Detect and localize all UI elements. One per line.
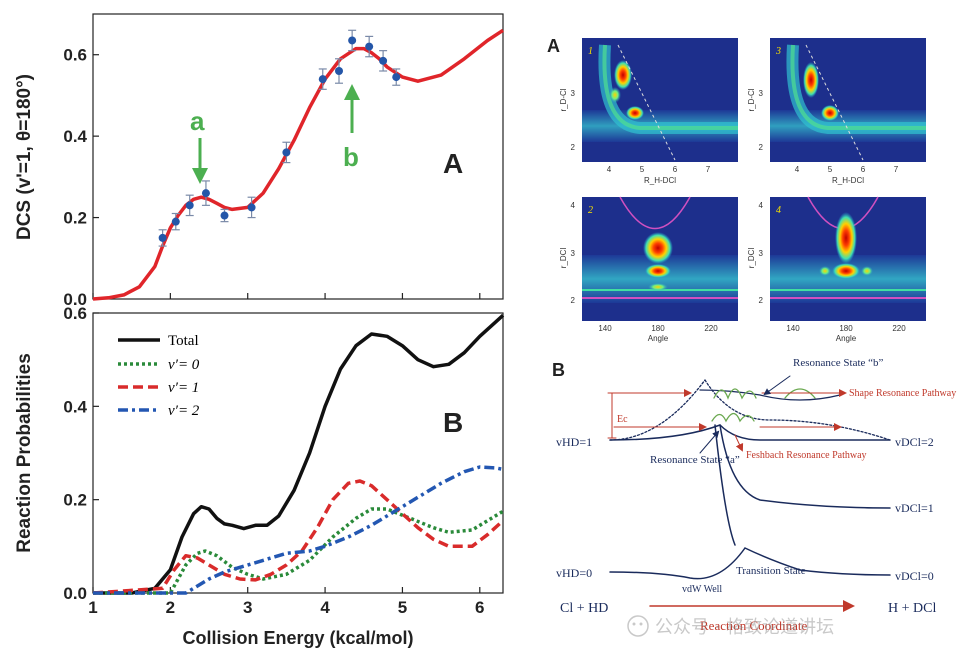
svg-text:r_D-Cl: r_D-Cl xyxy=(559,88,568,111)
panel-b-legend: Total v′= 0 v′= 1 v′= 2 xyxy=(118,333,200,419)
x-tick-label: 6 xyxy=(475,598,484,617)
reactants-label: Cl + HD xyxy=(560,601,608,616)
vhd1-label: vHD=1 xyxy=(556,435,592,449)
arrow-b: b xyxy=(343,84,360,172)
panel-b-letter: B xyxy=(443,407,463,438)
svg-text:140: 140 xyxy=(786,324,800,333)
svg-text:r_D-Cl: r_D-Cl xyxy=(747,88,756,111)
legend-label-v1: v′= 1 xyxy=(168,380,199,396)
heatmap-3-label: 3 xyxy=(775,46,781,57)
svg-text:4: 4 xyxy=(795,165,800,174)
heatmap-1-label: 1 xyxy=(588,46,593,57)
vdw-label: vdW Well xyxy=(682,584,722,595)
panel-a-letter: A xyxy=(443,148,463,179)
svg-text:2: 2 xyxy=(571,143,576,152)
svg-text:3: 3 xyxy=(759,249,764,258)
left-figure: 0.0 0.2 0.4 0.6 0.0 0.2 0.4 0.6 1 2 3 4 5 6 DCS (v'=… xyxy=(14,14,503,648)
legend-label-total: Total xyxy=(168,333,199,349)
svg-text:R_H-DCl: R_H-DCl xyxy=(644,176,676,185)
products-label: H + DCl xyxy=(888,601,936,616)
svg-text:3: 3 xyxy=(571,249,576,258)
vdcl1-label: vDCl=1 xyxy=(895,501,934,515)
svg-text:220: 220 xyxy=(704,324,718,333)
svg-text:3: 3 xyxy=(759,89,764,98)
panel-a-theory-curve xyxy=(93,30,503,299)
x-tick-label: 5 xyxy=(398,598,407,617)
panel-b-series xyxy=(93,315,503,593)
vdcl2-label: vDCl=2 xyxy=(895,435,934,449)
legend-label-v2: v′= 2 xyxy=(168,403,200,419)
series-line-2 xyxy=(93,481,503,593)
panel-b-ylabel: Reaction Probabilities xyxy=(14,353,35,553)
vhd0-label: vHD=0 xyxy=(556,566,592,580)
y-tick-label: 0.6 xyxy=(63,304,87,323)
y-tick-label: 0.6 xyxy=(63,46,87,65)
heatmap-4-label: 4 xyxy=(776,205,781,216)
energy-diagram: Ec Resonance State “b” Shape Resonance P… xyxy=(556,357,956,633)
svg-text:a: a xyxy=(190,106,205,136)
svg-text:5: 5 xyxy=(828,165,833,174)
panel-a-frame xyxy=(93,14,503,299)
feshbach-label: Feshbach Resonance Pathway xyxy=(746,450,867,461)
wechat-icon xyxy=(628,616,648,636)
svg-text:2: 2 xyxy=(759,296,764,305)
legend-label-v0: v′= 0 xyxy=(168,357,200,373)
svg-text:r_DCl: r_DCl xyxy=(559,248,568,269)
svg-text:Angle: Angle xyxy=(836,334,857,343)
x-tick-label: 3 xyxy=(243,598,252,617)
svg-text:b: b xyxy=(343,142,359,172)
y-tick-label: 0.2 xyxy=(63,209,87,228)
y-tick-label: 0.0 xyxy=(63,584,87,603)
res-a-label: Resonance State “a” xyxy=(650,454,740,466)
svg-text:3: 3 xyxy=(571,89,576,98)
heatmap-2: 2 4 3 2 140 180 220 Angle r_DCl xyxy=(559,197,738,343)
shape-res-label: Shape Resonance Pathway xyxy=(849,388,956,399)
svg-text:6: 6 xyxy=(861,165,866,174)
svg-text:180: 180 xyxy=(651,324,665,333)
x-tick-label: 4 xyxy=(320,598,330,617)
heatmap-1: 1 3 2 4 5 6 7 R_H-DCl r_D-Cl xyxy=(559,38,738,185)
panel-a-data-points xyxy=(159,30,401,246)
right-figure: A 1 3 2 4 5 6 7 R_H-DCl r_D-Cl xyxy=(547,36,956,638)
theory-curve xyxy=(93,30,503,299)
svg-text:7: 7 xyxy=(894,165,899,174)
ec-label: Ec xyxy=(617,414,628,425)
panel-b-ticks: 0.0 0.2 0.4 0.6 1 2 3 4 5 6 xyxy=(63,304,484,617)
svg-text:R_H-DCl: R_H-DCl xyxy=(832,176,864,185)
watermark: 公众号 · 格致论道讲坛 xyxy=(628,616,834,638)
y-tick-label: 0.4 xyxy=(63,397,87,416)
x-tick-label: 2 xyxy=(166,598,175,617)
data-point xyxy=(202,181,210,205)
heatmap-2-label: 2 xyxy=(588,205,593,216)
svg-text:r_DCl: r_DCl xyxy=(747,248,756,269)
right-panel-b-letter: B xyxy=(552,360,565,380)
svg-text:220: 220 xyxy=(892,324,906,333)
svg-text:4: 4 xyxy=(759,201,764,210)
vdcl0-label: vDCl=0 xyxy=(895,569,934,583)
svg-text:140: 140 xyxy=(598,324,612,333)
svg-text:Angle: Angle xyxy=(648,334,669,343)
heatmap-3: 3 3 2 4 5 6 7 R_H-DCl r_D-Cl xyxy=(747,38,926,185)
svg-text:公众号 · 格致论道讲坛: 公众号 · 格致论道讲坛 xyxy=(655,617,834,638)
svg-text:5: 5 xyxy=(640,165,645,174)
svg-text:4: 4 xyxy=(571,201,576,210)
svg-text:2: 2 xyxy=(759,143,764,152)
data-point xyxy=(221,209,229,221)
panel-a-ylabel: DCS (v'=1, θ=180°) xyxy=(14,74,35,240)
right-panel-a-letter: A xyxy=(547,36,560,56)
svg-text:6: 6 xyxy=(673,165,678,174)
svg-text:7: 7 xyxy=(706,165,711,174)
svg-text:4: 4 xyxy=(607,165,612,174)
xlabel: Collision Energy (kcal/mol) xyxy=(182,628,413,648)
arrow-a: a xyxy=(190,106,208,184)
heatmap-4: 4 4 3 2 140 180 220 Angle r_DCl xyxy=(747,197,926,343)
svg-text:180: 180 xyxy=(839,324,853,333)
svg-text:2: 2 xyxy=(571,296,576,305)
figure-canvas: 0.0 0.2 0.4 0.6 0.0 0.2 0.4 0.6 1 2 3 4 5 6 DCS (v'=… xyxy=(0,0,960,664)
y-tick-label: 0.4 xyxy=(63,127,87,146)
x-tick-label: 1 xyxy=(88,598,97,617)
ts-label: Transition State xyxy=(736,565,806,577)
res-b-label: Resonance State “b” xyxy=(793,357,884,369)
y-tick-label: 0.2 xyxy=(63,491,87,510)
